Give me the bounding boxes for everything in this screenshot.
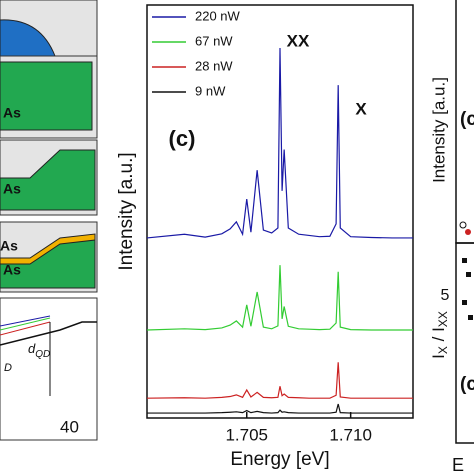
spectrum-line <box>146 47 413 239</box>
x-tick-label: 1.705 <box>225 425 268 444</box>
marker <box>466 272 471 277</box>
legend-label: 67 nW <box>195 33 233 48</box>
layer <box>0 61 93 131</box>
dome <box>0 19 56 57</box>
annotation: XX <box>287 31 310 50</box>
y-axis-label: Intensity [a.u.] <box>116 152 137 270</box>
curve <box>0 317 51 331</box>
legend-label: 9 nW <box>195 83 226 98</box>
spectrum-line <box>146 265 413 331</box>
plot-frame <box>146 4 414 419</box>
ratio-part: I <box>429 354 448 359</box>
ratio-part: X <box>436 346 450 354</box>
legend-label: 28 nW <box>195 58 233 73</box>
layer-label: As <box>3 181 21 197</box>
curve <box>0 321 97 346</box>
marker <box>462 300 467 305</box>
spectrum-line <box>146 362 413 399</box>
curve <box>0 315 51 327</box>
panel-label: (c <box>460 374 474 395</box>
left-panel: As As As As dQD D 40 <box>0 0 98 441</box>
spectrum-line <box>147 403 413 414</box>
d-sub: QD <box>35 349 50 360</box>
y-tick-label: 5 <box>441 287 450 304</box>
x-tick-label: 1.710 <box>329 425 372 444</box>
panel-label: (c <box>460 109 474 130</box>
ratio-part: / I <box>429 327 448 346</box>
legend-label: 220 nW <box>195 8 241 23</box>
layer <box>0 233 96 265</box>
marker <box>459 221 467 229</box>
right-panel: Intensity [a.u.] (c IX / IXX 5 (c E <box>429 0 474 474</box>
marker <box>462 258 467 263</box>
marker <box>465 229 471 235</box>
curve <box>0 321 51 336</box>
frame <box>455 242 474 444</box>
y-axis-label: IX / IXX <box>429 311 450 359</box>
annotation: (c) <box>169 126 196 151</box>
layer-label: As <box>0 238 18 254</box>
d-main: d <box>28 341 36 356</box>
x-tick-label: 40 <box>60 417 79 436</box>
marker <box>468 315 473 320</box>
annotation: X <box>355 99 367 118</box>
d-label: dQD <box>28 341 50 359</box>
x-axis-label: E <box>452 455 464 474</box>
layer-label: As <box>3 262 21 278</box>
panel-box <box>0 297 98 441</box>
d-fragment: D <box>4 362 12 374</box>
y-axis-label: Intensity [a.u.] <box>429 77 448 183</box>
ratio-part: XX <box>436 311 450 327</box>
x-axis-label: Energy [eV] <box>230 449 329 470</box>
layer-label: As <box>3 105 21 121</box>
layer <box>0 149 96 211</box>
